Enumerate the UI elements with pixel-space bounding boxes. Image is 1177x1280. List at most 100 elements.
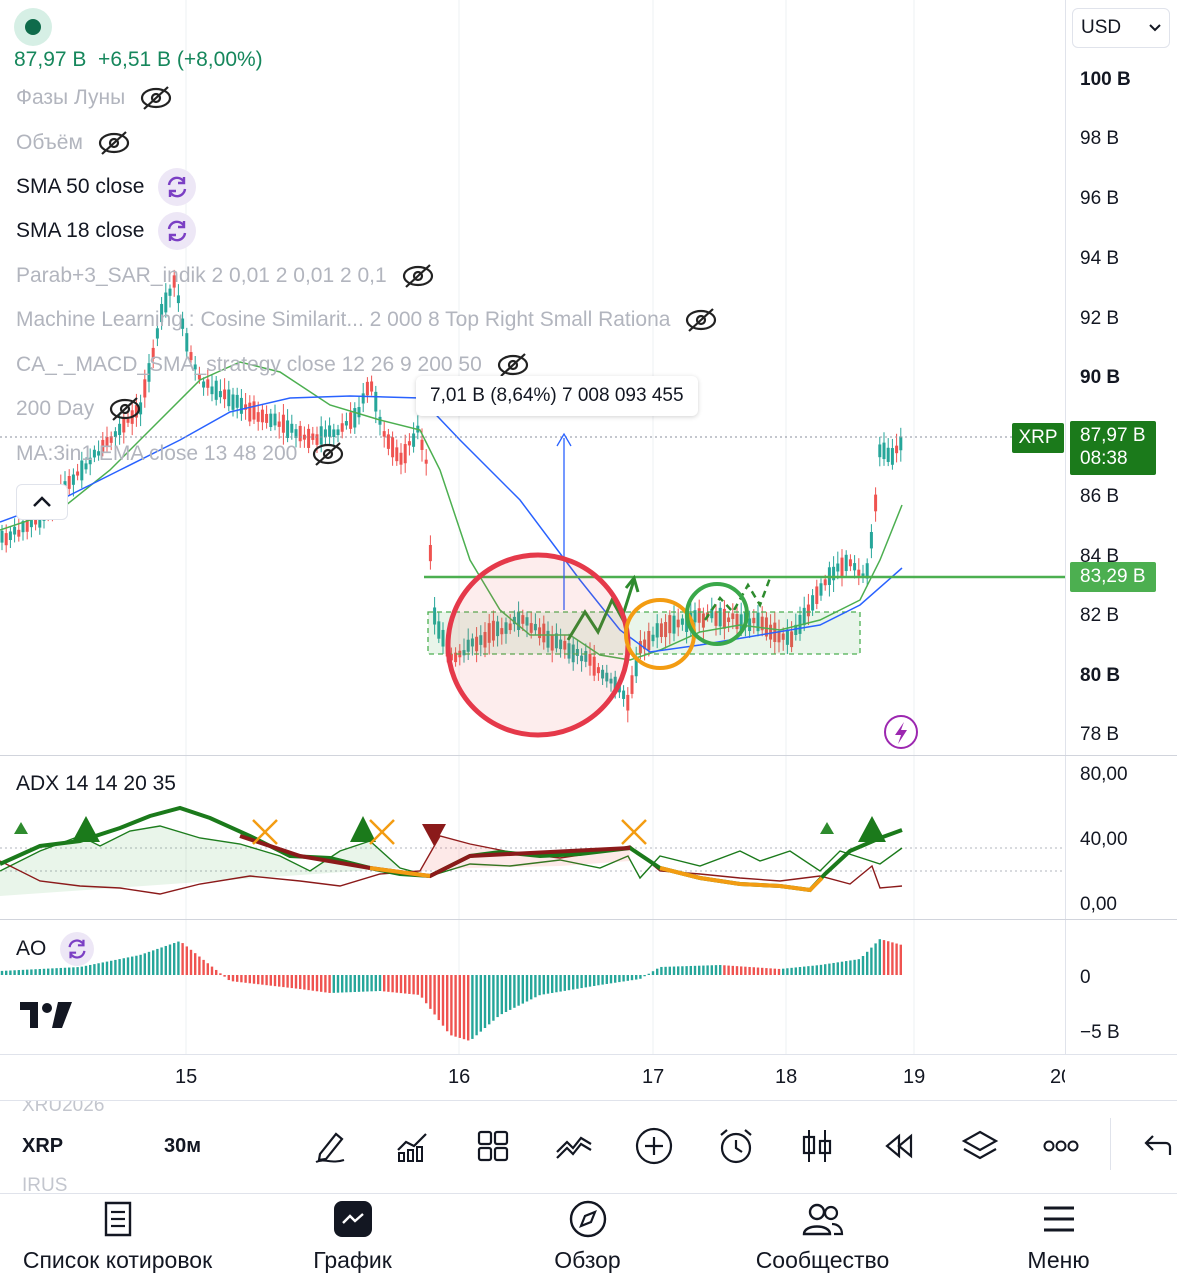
ao-bar <box>55 968 58 975</box>
candle <box>521 615 525 624</box>
eye-off-icon[interactable] <box>311 440 345 468</box>
ao-bar <box>782 968 785 975</box>
ao-legend[interactable]: AO <box>16 932 95 966</box>
ao-bar <box>530 975 533 1000</box>
nav-chart[interactable]: График <box>235 1196 470 1280</box>
prev-symbol[interactable]: XRU2026 <box>22 1101 105 1116</box>
replay-button[interactable] <box>877 1124 921 1168</box>
ao-bar <box>504 975 508 1012</box>
candle <box>878 444 882 458</box>
ao-bar <box>857 959 860 975</box>
compare-button[interactable] <box>552 1124 596 1168</box>
candle <box>437 621 441 639</box>
candle <box>777 630 781 643</box>
drawing-tools-button[interactable] <box>308 1124 352 1168</box>
nav-watchlist[interactable]: Список котировок <box>0 1196 235 1280</box>
undo-button[interactable] <box>1134 1124 1177 1168</box>
legend-volume[interactable]: Объём <box>16 129 131 157</box>
eye-off-icon[interactable] <box>401 262 435 290</box>
collapse-legend-button[interactable] <box>16 484 68 520</box>
candle <box>794 624 798 636</box>
ao-bar <box>731 965 734 975</box>
ao-bar <box>635 975 638 980</box>
symbol-scroller[interactable]: XRU2026 XRP IRUS <box>0 1101 130 1193</box>
ao-bar <box>542 975 545 995</box>
ao-bar <box>345 975 348 993</box>
refresh-icon[interactable] <box>158 212 197 250</box>
candle <box>815 586 819 604</box>
nav-menu[interactable]: Меню <box>940 1196 1177 1280</box>
nav-explore[interactable]: Обзор <box>470 1196 705 1280</box>
layers-icon <box>961 1130 999 1160</box>
legend-macd-strategy[interactable]: CA_-_MACD_SMA_strategy close 12 26 9 200… <box>16 351 530 379</box>
candle <box>554 633 558 649</box>
legend-machine-learning[interactable]: Machine Learning : Cosine Similarit... 2… <box>16 306 718 334</box>
layouts-button[interactable] <box>471 1124 515 1168</box>
candle <box>848 559 852 567</box>
objects-tree-button[interactable] <box>958 1124 1002 1168</box>
chart-type-button[interactable] <box>795 1124 839 1168</box>
current-symbol[interactable]: XRP <box>22 1135 64 1157</box>
legend-200-day[interactable]: 200 Day <box>16 395 142 423</box>
ao-bar <box>80 966 83 975</box>
ao-bar <box>706 965 709 975</box>
ao-bar <box>118 959 121 975</box>
time-tick: 16 <box>448 1066 471 1088</box>
price-chart[interactable] <box>0 0 1065 755</box>
legend-parabolic-sar[interactable]: Parab+3_SAR_indik 2 0,01 2 0,01 2 0,1 <box>16 262 435 290</box>
ao-bar <box>668 966 671 975</box>
ao-bar <box>320 975 323 992</box>
candle <box>672 615 676 634</box>
eye-off-icon[interactable] <box>496 351 530 379</box>
ao-bar <box>723 965 726 975</box>
ao-bar <box>492 975 495 1021</box>
candle <box>622 690 626 699</box>
price-axis[interactable] <box>1065 0 1177 755</box>
ao-bar <box>194 953 197 975</box>
eye-off-icon[interactable] <box>139 84 173 112</box>
ao-bar <box>122 958 125 975</box>
candle <box>701 613 705 628</box>
currency-select[interactable]: USD <box>1072 8 1170 48</box>
legend-sma-18[interactable]: SMA 18 close <box>16 212 197 250</box>
indicators-button[interactable] <box>390 1124 434 1168</box>
ao-bar <box>845 961 848 975</box>
legend-ma-3in1[interactable]: MA:3in1 EMA close 13 48 200 <box>16 440 345 468</box>
ao-bar <box>59 967 62 975</box>
chart-icon <box>333 1201 372 1237</box>
candle <box>899 436 903 451</box>
nav-community[interactable]: Сообщество <box>705 1196 940 1280</box>
candle <box>609 678 613 684</box>
price-tick: 78 B <box>1080 724 1120 745</box>
eye-off-icon[interactable] <box>108 395 142 423</box>
legend-moon-phases[interactable]: Фазы Луны <box>16 84 173 112</box>
ao-bar <box>689 965 692 975</box>
interval-button[interactable]: 30м <box>164 1135 202 1157</box>
candle <box>433 607 437 625</box>
price-tick: 98 B <box>1080 128 1120 149</box>
refresh-icon[interactable] <box>60 932 95 966</box>
candle <box>886 447 890 462</box>
price-tick: 86 B <box>1080 486 1120 507</box>
candle <box>529 623 533 633</box>
alerts-button[interactable] <box>714 1124 758 1168</box>
legend-sma-50[interactable]: SMA 50 close <box>16 168 197 206</box>
ao-pane[interactable] <box>0 920 1065 1054</box>
next-symbol[interactable]: IRUS <box>22 1175 68 1193</box>
ao-bar <box>349 975 352 993</box>
candle <box>861 573 865 578</box>
refresh-icon[interactable] <box>158 168 197 206</box>
candle <box>315 434 319 445</box>
eye-off-icon[interactable] <box>97 129 131 157</box>
eye-off-icon[interactable] <box>684 306 718 334</box>
candle <box>386 434 390 449</box>
adx-pane[interactable] <box>0 756 1065 919</box>
add-button[interactable] <box>632 1124 676 1168</box>
more-button[interactable] <box>1039 1124 1083 1168</box>
ao-bar <box>752 967 755 975</box>
green-circle-annotation <box>685 582 749 646</box>
ao-bar <box>710 965 713 975</box>
ao-bar <box>874 943 877 975</box>
ao-bar <box>685 966 688 975</box>
ao-bar <box>588 975 592 987</box>
